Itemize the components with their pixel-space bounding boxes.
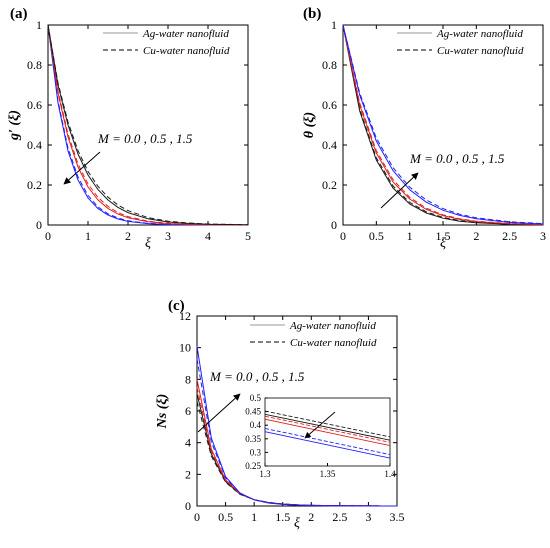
x-tick-label-b: 3 bbox=[540, 229, 546, 243]
x-tick-label-b: 1.5 bbox=[436, 229, 451, 243]
x-tick-label-b: 2 bbox=[473, 229, 479, 243]
legend-label-b: Ag-water nanofluid bbox=[436, 28, 523, 40]
y-tick-label-a: 0 bbox=[36, 218, 42, 232]
panel-a: (a) 0 1 2 3 4 5 0 0.2 0.4 0.6 0.8 1 ξ g′ (ξ) Ag-water … bbox=[7, 6, 251, 251]
x-tick-label-c: 1.5 bbox=[275, 510, 290, 524]
inset-series-line-m0.0-ag-water bbox=[264, 413, 391, 441]
y-tick-label-a: 0.4 bbox=[27, 138, 42, 152]
y-tick-label-b: 0.4 bbox=[322, 138, 337, 152]
y-tick-label-c: 0 bbox=[185, 499, 191, 513]
y-tick-label-c: 12 bbox=[179, 309, 191, 323]
x-tick-label-a: 3 bbox=[165, 229, 171, 243]
inset-y-tick-label: 0.25 bbox=[245, 461, 261, 471]
x-tick-label-b: 0.5 bbox=[369, 229, 384, 243]
y-tick-label-c: 4 bbox=[185, 436, 191, 450]
series-line-b-cu-water-m0.0 bbox=[342, 24, 544, 226]
inset-y-tick-label: 0.4 bbox=[250, 420, 262, 430]
y-axis-label-c: Ns (ξ) bbox=[155, 394, 170, 430]
inset-series-line-m1.5-cu-water bbox=[264, 428, 391, 456]
series-line-c-cu-water-m1.5 bbox=[196, 358, 398, 507]
plot-frame-a bbox=[47, 24, 249, 226]
x-tick-label-c: 2 bbox=[308, 510, 314, 524]
x-tick-label-a: 5 bbox=[245, 229, 251, 243]
x-tick-label-a: 0 bbox=[45, 229, 51, 243]
inset-series-line-m0.0-cu-water bbox=[264, 410, 391, 438]
panel-label-a: (a) bbox=[10, 6, 28, 22]
y-tick-label-a: 0.8 bbox=[27, 58, 42, 72]
x-tick-label-c: 2.5 bbox=[332, 510, 347, 524]
x-tick-label-c: 3 bbox=[365, 510, 371, 524]
series-line-a-cu-water-m0.5 bbox=[47, 24, 249, 226]
panel-label-c: (c) bbox=[168, 298, 185, 314]
legend-label-a: Ag-water nanofluid bbox=[142, 28, 229, 40]
annotation-arrow-b bbox=[380, 172, 419, 209]
series-line-b-ag-water-m1.5 bbox=[342, 24, 544, 225]
y-tick-label-b: 0.6 bbox=[322, 98, 337, 112]
y-tick-label-b: 1 bbox=[331, 18, 337, 32]
inset-y-tick-label: 0.5 bbox=[250, 393, 262, 403]
panel-b: (b) 0 0.5 1 1.5 2 2.5 3 0 0.2 0.4 0.6 0.8 1 ξ θ (ξ) Ag-… bbox=[302, 6, 546, 251]
x-axis-label-a: ξ bbox=[145, 236, 151, 251]
series-line-b-cu-water-m0.5 bbox=[342, 24, 544, 225]
x-tick-label-a: 4 bbox=[205, 229, 211, 243]
x-tick-label-c: 1 bbox=[251, 510, 257, 524]
y-tick-label-c: 8 bbox=[185, 372, 191, 386]
panel-label-b: (b) bbox=[303, 6, 321, 22]
inset-x-tick-label: 1.3 bbox=[259, 469, 271, 479]
y-axis-label-b: θ (ξ) bbox=[302, 112, 317, 138]
inset-y-tick-label: 0.35 bbox=[245, 434, 261, 444]
inset-series-line-m0.5-cu-water bbox=[264, 415, 391, 443]
legend-label-a: Cu-water nanofluid bbox=[143, 45, 230, 57]
y-axis-label-a: g′ (ξ) bbox=[7, 110, 22, 141]
legend-label-c: Cu-water nanofluid bbox=[290, 337, 377, 349]
panel-c: (c) 0 0.5 1 1.5 2 2.5 3 3.5 0 2 4 6 8 10 12 ξ Ns (ξ) Ag-w… bbox=[155, 298, 405, 531]
series-line-b-ag-water-m0.5 bbox=[342, 24, 544, 226]
x-tick-label-c: 0.5 bbox=[218, 510, 233, 524]
inset-x-tick-label: 1.35 bbox=[320, 469, 336, 479]
x-tick-label-a: 1 bbox=[85, 229, 91, 243]
y-tick-label-a: 0.2 bbox=[27, 178, 42, 192]
annotation-arrow-c bbox=[197, 393, 241, 433]
y-tick-label-a: 1 bbox=[36, 18, 42, 32]
inset-series-line-m0.5-ag-water bbox=[264, 418, 391, 447]
y-tick-label-b: 0.8 bbox=[322, 58, 337, 72]
y-tick-label-c: 2 bbox=[185, 467, 191, 481]
inset-series-line-m1.5-ag-water bbox=[264, 431, 391, 459]
series-line-a-cu-water-m1.5 bbox=[47, 24, 249, 226]
x-axis-label-b: ξ bbox=[440, 236, 446, 251]
legend-label-b: Cu-water nanofluid bbox=[437, 45, 524, 57]
y-tick-label-c: 6 bbox=[185, 404, 191, 418]
x-tick-label-b: 1 bbox=[407, 229, 413, 243]
x-axis-label-c: ξ bbox=[294, 516, 300, 531]
annotation-a: M = 0.0 , 0.5 , 1.5 bbox=[97, 131, 193, 146]
inset-y-tick-label: 0.3 bbox=[250, 447, 262, 457]
y-tick-label-c: 10 bbox=[179, 341, 191, 355]
y-tick-label-b: 0 bbox=[331, 218, 337, 232]
annotation-arrow-a bbox=[63, 151, 101, 185]
y-tick-label-b: 0.2 bbox=[322, 178, 337, 192]
legend-label-c: Ag-water nanofluid bbox=[289, 320, 376, 332]
annotation-c: M = 0.0 , 0.5 , 1.5 bbox=[209, 369, 305, 384]
annotation-b: M = 0.0 , 0.5 , 1.5 bbox=[409, 151, 505, 166]
x-tick-label-c: 3.5 bbox=[390, 510, 405, 524]
inset-x-tick-label: 1.4 bbox=[384, 469, 396, 479]
inset-arrow bbox=[304, 411, 336, 439]
x-tick-label-b: 0 bbox=[340, 229, 346, 243]
y-tick-label-a: 0.6 bbox=[27, 98, 42, 112]
inset-c: 1.3 1.35 1.4 0.25 0.3 0.35 0.4 0.45 0.5 bbox=[245, 393, 396, 479]
x-tick-label-b: 2.5 bbox=[502, 229, 517, 243]
x-tick-label-a: 2 bbox=[125, 229, 131, 243]
x-tick-label-c: 0 bbox=[194, 510, 200, 524]
inset-y-tick-label: 0.45 bbox=[245, 407, 261, 417]
